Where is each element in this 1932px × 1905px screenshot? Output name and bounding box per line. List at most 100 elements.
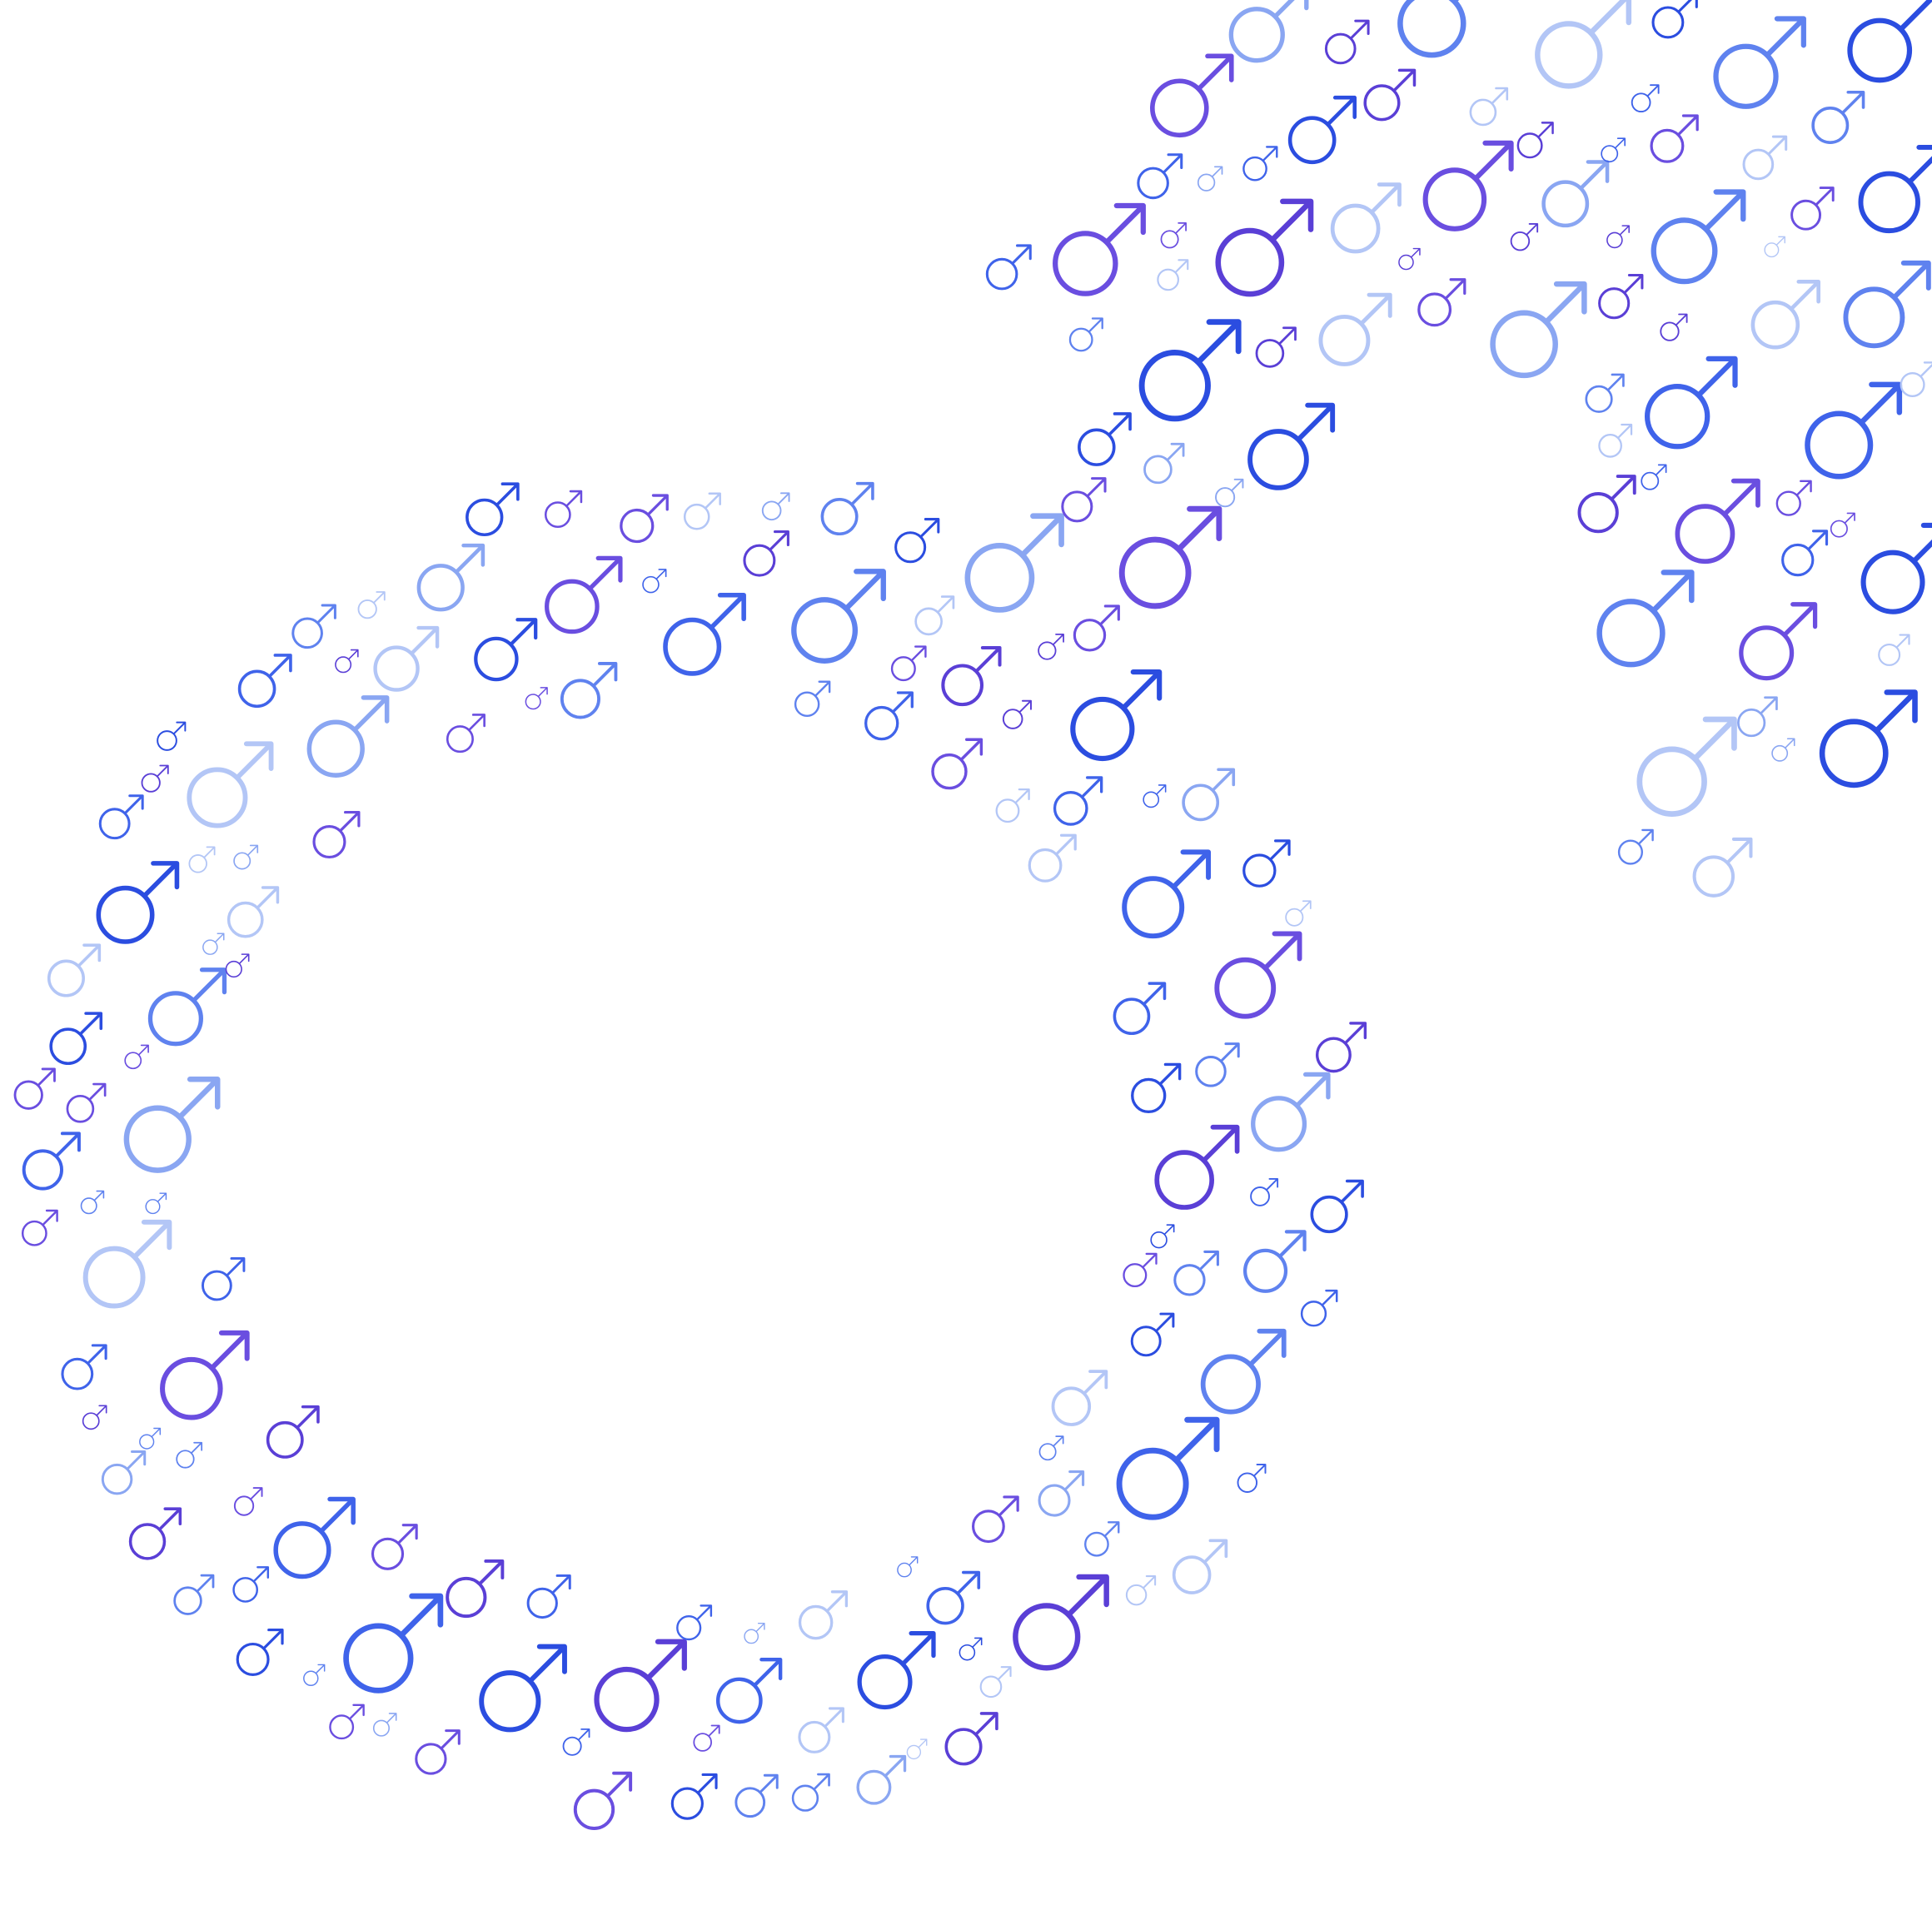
male-symbol-icon <box>1790 187 1835 231</box>
male-symbol-icon <box>734 1773 779 1818</box>
male-symbol-icon <box>525 687 548 710</box>
male-symbol-icon <box>1493 284 1585 376</box>
male-symbol-icon <box>596 1642 684 1729</box>
male-symbol-icon <box>1160 222 1187 249</box>
male-symbol-icon <box>1084 1521 1120 1557</box>
male-symbol-icon <box>1845 263 1928 346</box>
male-symbol-icon <box>1516 122 1554 159</box>
male-symbol-icon <box>971 1495 1019 1544</box>
male-symbol-icon <box>1651 0 1698 39</box>
male-symbol-icon <box>897 1556 919 1578</box>
male-symbol-icon <box>890 645 927 682</box>
male-symbol-icon <box>1822 692 1915 784</box>
male-symbol-icon <box>1660 313 1688 341</box>
male-symbol-icon <box>798 1707 844 1753</box>
male-symbol-icon <box>236 1628 284 1676</box>
male-symbol-icon <box>80 1190 105 1215</box>
male-symbol-icon <box>82 1405 107 1430</box>
male-symbol-icon <box>329 1704 365 1740</box>
male-symbol-icon <box>1055 206 1143 294</box>
male-symbol-icon <box>1830 512 1855 538</box>
male-symbol-icon <box>1400 0 1492 55</box>
male-symbol-icon <box>1137 153 1183 200</box>
male-symbol-icon <box>1143 442 1185 485</box>
male-symbol-icon <box>894 518 940 564</box>
male-symbol-icon <box>526 1574 571 1619</box>
male-symbol-icon <box>1217 933 1299 1016</box>
male-symbol-icon <box>718 1659 780 1722</box>
male-symbol-icon <box>1053 776 1103 826</box>
male-symbol-icon <box>670 1773 718 1820</box>
male-symbol-icon <box>66 1082 107 1123</box>
male-symbol-icon <box>357 591 386 619</box>
male-symbol-icon <box>914 595 955 636</box>
male-symbol-icon <box>683 492 721 530</box>
male-symbol-icon <box>1290 97 1355 162</box>
male-symbol-icon <box>1324 19 1370 65</box>
male-symbol-icon <box>1300 1289 1338 1327</box>
male-symbol-icon <box>446 1559 505 1619</box>
male-symbol-icon <box>1321 295 1390 364</box>
male-symbol-icon <box>1142 322 1238 419</box>
male-symbol-icon <box>1255 326 1297 368</box>
male-symbol-icon <box>1242 146 1278 182</box>
male-symbol-icon <box>312 810 361 859</box>
male-symbol-icon <box>985 244 1032 291</box>
male-symbol-icon <box>233 1487 263 1516</box>
glyph-layer <box>13 0 1932 1830</box>
male-symbol-icon <box>791 1773 830 1812</box>
male-symbol-icon <box>562 1728 590 1756</box>
male-symbol-icon <box>1253 1074 1328 1149</box>
male-symbol-icon <box>1015 1577 1106 1668</box>
male-symbol-icon <box>1617 828 1654 865</box>
male-symbol-icon <box>1510 223 1539 251</box>
male-symbol-icon <box>995 788 1030 823</box>
male-symbol-icon <box>145 1192 167 1215</box>
male-symbol-icon <box>21 1209 58 1246</box>
male-symbol-icon <box>1038 1470 1085 1517</box>
male-symbol-icon <box>101 1450 147 1495</box>
male-symbol-icon <box>128 1507 182 1560</box>
male-symbol-icon <box>968 516 1062 610</box>
male-symbol-icon <box>1764 236 1785 258</box>
male-symbol-icon <box>303 1664 326 1687</box>
male-symbol-icon <box>642 569 667 594</box>
male-symbol-icon <box>446 714 485 754</box>
male-symbol-icon <box>1242 839 1291 888</box>
male-symbol-icon <box>1315 1022 1367 1073</box>
male-symbol-icon <box>794 680 831 718</box>
male-symbol-icon <box>371 1524 418 1570</box>
male-symbol-icon <box>1544 162 1607 225</box>
male-symbol-icon <box>1864 525 1932 612</box>
male-symbol-icon <box>1631 84 1660 113</box>
male-symbol-icon <box>1051 1370 1108 1426</box>
male-symbol-icon <box>665 595 744 674</box>
male-symbol-icon <box>856 1754 907 1805</box>
male-symbol-icon <box>1417 278 1466 327</box>
male-symbol-icon <box>1598 273 1644 320</box>
male-symbol-icon <box>926 1570 981 1625</box>
male-symbol-icon <box>376 628 437 689</box>
male-symbol-icon <box>1250 405 1332 488</box>
male-symbol-icon <box>1131 1062 1182 1114</box>
male-symbol-icon <box>1038 1435 1064 1461</box>
male-symbol-icon <box>1600 573 1692 665</box>
male-symbol-icon <box>1113 982 1167 1036</box>
male-symbol-icon <box>1807 385 1899 476</box>
male-symbol-icon <box>227 886 280 938</box>
male-symbol-icon <box>944 1712 998 1766</box>
male-symbol-icon <box>1157 259 1189 291</box>
male-symbol-icon <box>676 1604 713 1641</box>
male-symbol-icon <box>276 1500 353 1577</box>
male-symbol-icon <box>1577 475 1636 534</box>
male-symbol-icon <box>233 844 259 870</box>
male-symbol-icon <box>1737 696 1778 738</box>
male-symbol-icon <box>1285 900 1312 927</box>
male-symbol-icon <box>98 863 177 942</box>
male-symbol-icon <box>959 1637 983 1661</box>
male-symbol-icon <box>1153 56 1232 135</box>
male-symbol-icon <box>1398 247 1421 271</box>
male-symbol-icon <box>1695 839 1751 896</box>
male-symbol-icon <box>693 1724 720 1752</box>
male-symbol-icon <box>415 1729 461 1775</box>
